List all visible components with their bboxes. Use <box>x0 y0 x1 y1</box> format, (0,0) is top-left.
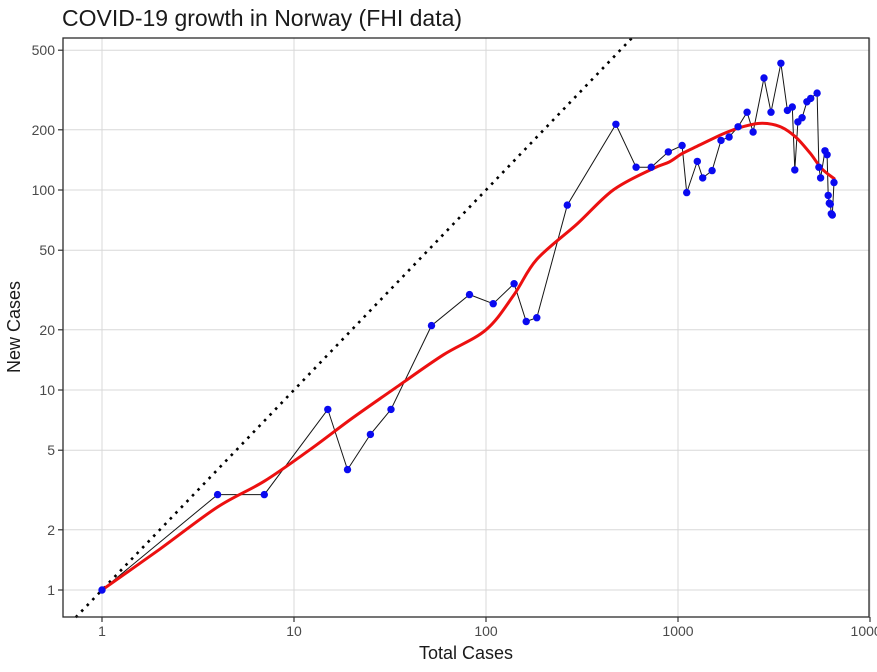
data-point <box>510 280 518 288</box>
data-point <box>725 133 733 141</box>
data-point <box>734 123 742 131</box>
data-point <box>788 103 796 111</box>
data-point <box>683 188 691 197</box>
data-point <box>717 136 725 145</box>
data-point <box>98 586 106 594</box>
data-point <box>693 157 701 166</box>
y-axis-tick-label: 500 <box>32 42 56 58</box>
y-axis-tick-label: 100 <box>32 182 56 198</box>
x-axis-tick-label: 10000 <box>851 623 877 639</box>
data-layers <box>74 35 838 619</box>
gridlines <box>63 38 871 617</box>
data-point <box>522 317 530 326</box>
y-axis-tick-label: 20 <box>39 322 55 338</box>
y-axis-title: New Cases <box>4 281 24 373</box>
data-point <box>465 290 474 299</box>
data-point <box>743 108 751 116</box>
data-point <box>708 166 716 175</box>
x-axis-tick-label: 1000 <box>662 623 693 639</box>
data-point <box>612 120 620 128</box>
data-point <box>647 163 655 171</box>
data-point <box>343 465 352 474</box>
data-point <box>699 174 707 182</box>
data-point <box>366 430 375 439</box>
data-point <box>563 201 571 209</box>
data-point <box>807 94 815 103</box>
data-point <box>324 405 332 414</box>
data-point <box>387 405 395 414</box>
data-point <box>260 490 268 499</box>
data-point <box>777 59 785 67</box>
data-point <box>791 166 799 174</box>
x-axis-title: Total Cases <box>419 643 513 663</box>
y-axis-tick-label: 2 <box>47 522 55 538</box>
data-point <box>213 490 222 499</box>
x-axis-tick-label: 10 <box>286 623 302 639</box>
data-point <box>824 191 832 200</box>
data-point <box>664 148 672 156</box>
panel-border <box>62 37 870 618</box>
data-point <box>798 114 806 122</box>
data-point <box>427 321 436 330</box>
chart-title: COVID-19 growth in Norway (FHI data) <box>62 5 463 31</box>
y-axis-tick-label: 200 <box>32 122 56 138</box>
data-point <box>823 151 831 159</box>
y-axis-tick-label: 50 <box>39 242 55 258</box>
y-axis-tick-label: 5 <box>47 442 55 458</box>
loess-smooth-line <box>100 121 836 592</box>
data-point <box>533 314 541 322</box>
data-point <box>632 163 640 171</box>
data-point <box>828 211 836 219</box>
panel-frame <box>62 37 870 618</box>
data-point <box>813 89 821 97</box>
data-point <box>826 200 834 208</box>
x-axis-tick-label: 100 <box>474 623 498 639</box>
data-point <box>830 178 838 187</box>
axes: 1 10 100 1000 10000 1 2 5 10 20 50 100 200 500 <box>32 42 877 639</box>
data-point <box>489 300 497 308</box>
y-axis-tick-label: 10 <box>39 382 55 398</box>
data-point <box>767 108 775 116</box>
data-point <box>760 74 768 82</box>
data-point <box>749 128 757 136</box>
y-axis-tick-label: 1 <box>47 582 55 598</box>
data-point <box>678 141 686 150</box>
data-point <box>815 163 823 171</box>
x-axis-tick-label: 1 <box>98 623 106 639</box>
data-point <box>816 174 825 182</box>
